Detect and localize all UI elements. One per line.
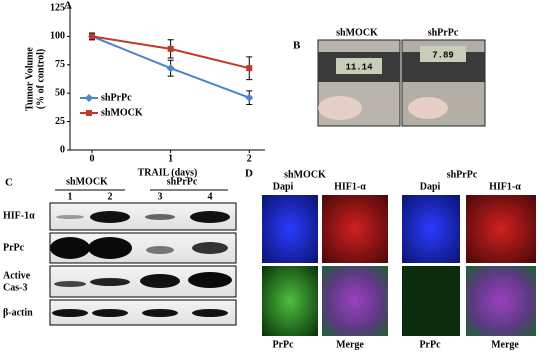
stain-label: Dapi (273, 181, 294, 192)
y-tick-label: 50 (55, 87, 65, 98)
stain-label: Merge (491, 339, 519, 350)
caliper-reading: 11.14 (345, 62, 373, 72)
x-tick-label: 1 (168, 153, 173, 164)
row-label: Cas-3 (3, 282, 27, 293)
y-axis-label: (% of control) (35, 49, 46, 109)
marker (245, 93, 254, 102)
stain-label: PrPc (272, 339, 294, 350)
row-label: PrPc (3, 242, 25, 253)
group-label: shMOCK (284, 169, 326, 180)
y-tick-label: 75 (55, 59, 65, 70)
photo-label: shMOCK (336, 27, 378, 38)
panel-letter: C (5, 177, 13, 189)
stain-label: Merge (336, 339, 364, 350)
stain-label: HIF1-α (334, 181, 366, 192)
caliper-display (420, 46, 466, 62)
y-tick-label: 25 (55, 116, 65, 127)
y-tick-label: 125 (50, 2, 65, 13)
panel-letter: B (293, 40, 301, 52)
marker (246, 65, 253, 72)
legend-marker (86, 110, 92, 116)
group-label: shMOCK (66, 176, 108, 187)
row-label: β-actin (3, 307, 33, 318)
legend-label: shMOCK (101, 107, 143, 118)
row-label: Active (3, 270, 31, 281)
group-label: shPrPc (447, 169, 478, 180)
y-tick-label: 100 (50, 31, 65, 42)
stain-label: HIF1-α (489, 181, 521, 192)
lane-label: 1 (68, 191, 73, 202)
panel-letter: A (64, 0, 72, 12)
y-tick-label: 0 (60, 144, 65, 155)
caliper-display (336, 58, 382, 74)
panel-letter: D (245, 168, 253, 180)
marker (167, 45, 174, 52)
marker (89, 33, 96, 40)
line-chart: 0 25 50 75 100 125 0 1 2 TRAIL (days) Tumor Volume… (24, 2, 265, 178)
mouse (318, 96, 362, 120)
lane-label: 3 (158, 191, 163, 202)
blots (49, 202, 237, 326)
stain-label: Dapi (420, 181, 441, 192)
x-tick-label: 0 (90, 153, 95, 164)
x-axis-label: TRAIL (days) (138, 167, 198, 178)
x-tick-label: 2 (247, 153, 252, 164)
y-axis-label: Tumor Volume (24, 47, 35, 111)
lane-label: 4 (208, 191, 213, 202)
photo-label: shPrPc (428, 27, 459, 38)
caliper-reading: 7.89 (432, 50, 454, 60)
row-label: HIF-1α (3, 210, 35, 221)
lane-label: 2 (108, 191, 113, 202)
micrographs (262, 195, 536, 336)
group-label: shPrPc (167, 176, 198, 187)
legend-label: shPrPc (101, 92, 132, 103)
mouse (408, 97, 448, 119)
stain-label: PrPc (419, 339, 441, 350)
marker (166, 64, 175, 73)
legend-marker (85, 94, 93, 102)
